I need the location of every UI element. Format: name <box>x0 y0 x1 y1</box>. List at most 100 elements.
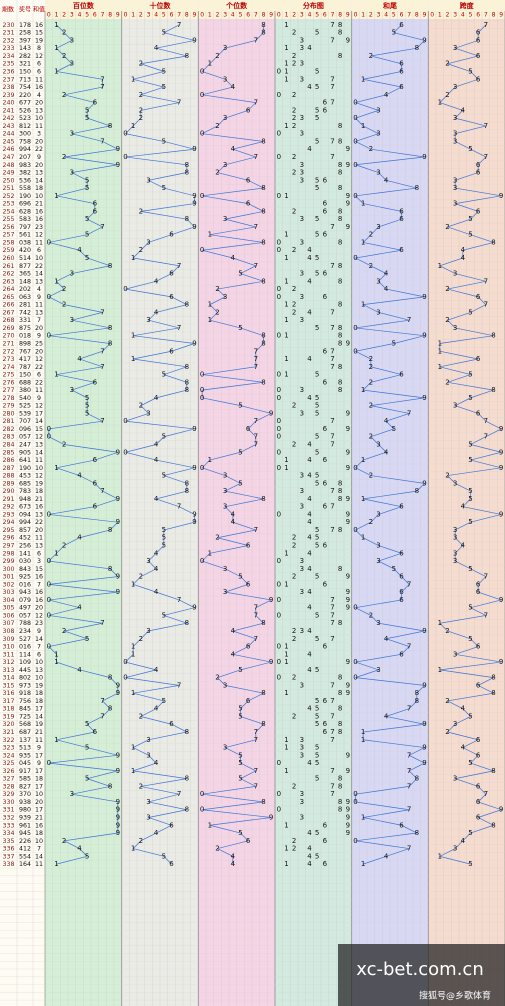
draw-number: 583 <box>19 216 31 223</box>
trend-digit: 7 <box>177 596 181 604</box>
distribution-digit: 1 <box>284 60 288 68</box>
distribution-digit: 1 <box>284 643 288 651</box>
trend-digit: 1 <box>438 363 442 371</box>
sum: 22 <box>35 519 43 526</box>
period: 330 <box>2 799 14 806</box>
distribution-digit: 7 <box>330 83 334 91</box>
trend-digit: 0 <box>200 394 204 402</box>
distribution-digit: 8 <box>338 122 342 130</box>
draw-number: 536 <box>19 177 31 184</box>
trend-digit: 8 <box>185 487 189 495</box>
distribution-digit: 5 <box>315 705 319 713</box>
trend-digit: 0 <box>353 192 357 200</box>
trend-digit: 3 <box>453 775 457 783</box>
trend-digit: 2 <box>139 91 143 99</box>
trend-digit: 8 <box>108 565 112 573</box>
period: 267 <box>2 309 14 316</box>
trend-digit: 5 <box>162 184 166 192</box>
trend-digit: 6 <box>246 643 251 651</box>
section-title: 和尾 <box>382 1 397 10</box>
distribution-digit: 5 <box>315 775 319 783</box>
distribution-digit: 9 <box>346 588 350 596</box>
sum: 14 <box>35 853 43 860</box>
distribution-digit: 9 <box>346 806 350 814</box>
trend-digit: 1 <box>208 456 212 464</box>
period: 291 <box>2 496 14 503</box>
trend-digit: 2 <box>62 52 66 60</box>
digit-header: 9 <box>423 12 427 19</box>
trend-digit: 5 <box>238 712 242 720</box>
sum: 12 <box>35 232 43 239</box>
distribution-digit: 2 <box>292 782 296 790</box>
sum: 22 <box>35 263 43 270</box>
distribution-digit: 0 <box>277 611 281 619</box>
draw-number: 321 <box>19 61 31 68</box>
trend-digit: 5 <box>238 448 242 456</box>
trend-digit: 5 <box>468 371 472 379</box>
trend-digit: 6 <box>476 52 481 60</box>
trend-digit: 8 <box>261 207 265 215</box>
trend-digit: 4 <box>154 829 159 837</box>
distribution-digit: 4 <box>307 650 312 658</box>
distribution-digit: 0 <box>277 510 281 518</box>
distribution-digit: 0 <box>277 394 281 402</box>
trend-digit: 2 <box>369 145 373 153</box>
trend-digit: 2 <box>369 472 373 480</box>
draw-number: 281 <box>19 302 31 309</box>
digit-header: 4 <box>308 12 312 19</box>
digit-header: 5 <box>469 12 473 19</box>
trend-digit: 3 <box>453 200 457 208</box>
trend-digit: 6 <box>476 293 481 301</box>
trend-digit: 0 <box>200 464 204 472</box>
trend-digit: 3 <box>146 316 150 324</box>
sum: 19 <box>35 682 43 689</box>
trend-digit: 7 <box>254 736 258 744</box>
trend-digit: 3 <box>223 161 227 169</box>
trend-digit: 9 <box>269 596 273 604</box>
sum: 8 <box>37 45 41 52</box>
trend-digit: 4 <box>154 495 159 503</box>
distribution-digit: 3 <box>300 409 304 417</box>
sum: 18 <box>35 830 43 837</box>
distribution-digit: 1 <box>284 650 288 658</box>
digit-header: 0 <box>200 12 204 19</box>
distribution-digit: 2 <box>292 441 296 449</box>
trend-digit: 3 <box>376 169 380 177</box>
period: 293 <box>2 511 14 518</box>
period: 282 <box>2 426 14 433</box>
trend-digit: 1 <box>131 580 135 588</box>
trend-digit: 7 <box>254 262 258 270</box>
trend-digit: 7 <box>484 573 488 581</box>
trend-digit: 4 <box>77 246 82 254</box>
trend-digit: 5 <box>85 394 89 402</box>
trend-digit: 0 <box>47 611 51 619</box>
trend-digit: 4 <box>154 565 159 573</box>
trend-digit: 7 <box>254 782 258 790</box>
trend-digit: 2 <box>215 169 219 177</box>
period: 327 <box>2 776 14 783</box>
sum: 17 <box>35 768 43 775</box>
digit-header: 2 <box>369 12 373 19</box>
trend-digit: 5 <box>238 705 242 713</box>
period: 281 <box>2 418 14 425</box>
trend-digit: 4 <box>154 394 159 402</box>
sum: 14 <box>35 271 43 278</box>
trend-digit: 3 <box>453 549 457 557</box>
trend-digit: 4 <box>384 852 389 860</box>
period: 318 <box>2 706 14 713</box>
sum: 6 <box>37 247 41 254</box>
trend-digit: 1 <box>361 238 365 246</box>
distribution-digit: 8 <box>338 339 342 347</box>
distribution-digit: 4 <box>307 549 312 557</box>
trend-digit: 3 <box>453 44 457 52</box>
trend-digit: 2 <box>62 542 66 550</box>
sum: 21 <box>35 201 43 208</box>
distribution-digit: 8 <box>338 798 342 806</box>
distribution-digit: 5 <box>315 433 319 441</box>
trend-digit: 8 <box>415 184 419 192</box>
distribution-digit: 2 <box>292 402 296 410</box>
sum: 22 <box>35 379 43 386</box>
draw-number: 877 <box>19 263 31 270</box>
trend-digit: 9 <box>499 464 503 472</box>
